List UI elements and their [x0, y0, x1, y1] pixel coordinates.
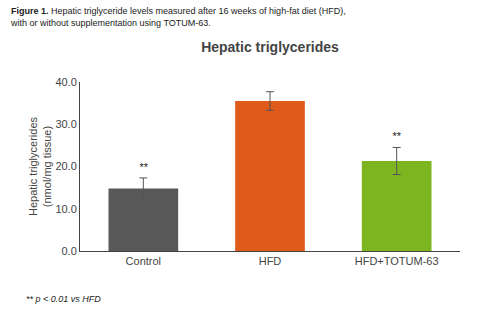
svg-text:Hepatic triglycerides(nmol/mg: Hepatic triglycerides(nmol/mg tissue) — [27, 116, 53, 216]
svg-text:30.0: 30.0 — [55, 118, 76, 130]
svg-text:HFD: HFD — [259, 255, 282, 267]
svg-text:**: ** — [392, 130, 401, 142]
svg-text:0.0: 0.0 — [62, 245, 77, 257]
svg-text:Hepatic triglycerides: Hepatic triglycerides — [201, 39, 339, 55]
svg-text:Figure 1. Hepatic triglyceride: Figure 1. Hepatic triglyceride levels me… — [10, 6, 346, 28]
svg-text:Control: Control — [126, 255, 161, 267]
svg-text:20.0: 20.0 — [55, 160, 76, 172]
svg-text:** p < 0.01 vs HFD: ** p < 0.01 vs HFD — [26, 294, 101, 304]
svg-text:10.0: 10.0 — [55, 203, 76, 215]
svg-text:HFD+TOTUM-63: HFD+TOTUM-63 — [355, 255, 439, 267]
svg-text:40.0: 40.0 — [55, 76, 76, 88]
svg-text:**: ** — [139, 161, 148, 173]
